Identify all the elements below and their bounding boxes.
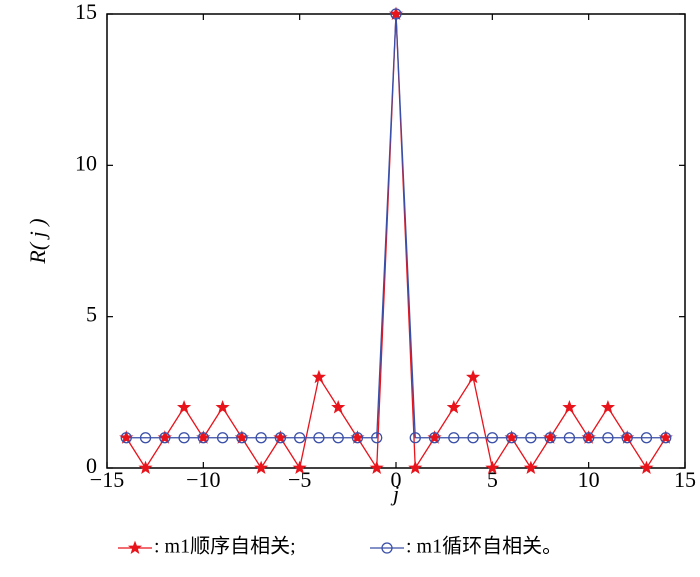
data-point bbox=[486, 432, 498, 444]
data-point bbox=[485, 460, 500, 475]
data-point bbox=[292, 460, 307, 475]
legend-label: : m1顺序自相关; bbox=[154, 535, 296, 558]
data-point bbox=[371, 432, 383, 444]
legend-marker bbox=[381, 542, 393, 554]
data-point bbox=[216, 432, 229, 444]
y-tick-label: 10 bbox=[75, 150, 97, 175]
data-point bbox=[544, 432, 556, 444]
x-tick-label: −10 bbox=[186, 467, 220, 492]
data-point bbox=[600, 400, 615, 414]
data-point bbox=[602, 432, 614, 444]
data-point bbox=[311, 369, 326, 384]
data-point bbox=[197, 432, 209, 444]
data-point bbox=[467, 432, 479, 444]
data-point bbox=[274, 432, 287, 444]
x-tick-label: 15 bbox=[674, 467, 696, 492]
data-point bbox=[448, 432, 460, 444]
data-point bbox=[236, 432, 248, 444]
y-tick-label: 15 bbox=[75, 0, 97, 24]
data-point bbox=[523, 460, 538, 475]
data-point bbox=[332, 432, 344, 444]
series-line bbox=[125, 13, 667, 471]
data-point bbox=[331, 400, 346, 414]
data-point bbox=[640, 432, 653, 444]
data-point bbox=[525, 432, 537, 444]
legend-marker bbox=[127, 540, 143, 555]
data-point bbox=[660, 432, 672, 444]
data-point bbox=[621, 432, 633, 444]
x-tick-label: −15 bbox=[90, 467, 124, 492]
y-tick-label: 0 bbox=[86, 453, 97, 478]
y-axis-label: R( j ) bbox=[25, 218, 50, 264]
data-point bbox=[583, 432, 595, 444]
x-tick-label: 10 bbox=[578, 467, 600, 492]
data-point bbox=[294, 432, 306, 444]
series-line bbox=[126, 13, 666, 439]
data-point bbox=[562, 400, 577, 414]
data-point bbox=[351, 432, 364, 444]
data-point bbox=[409, 432, 421, 444]
y-tick-label: 5 bbox=[86, 302, 97, 327]
data-point bbox=[254, 460, 269, 475]
x-tick-label: −5 bbox=[288, 467, 311, 492]
data-point bbox=[466, 369, 481, 384]
data-point bbox=[505, 432, 518, 444]
data-point bbox=[215, 400, 230, 414]
data-point bbox=[139, 432, 152, 444]
data-point bbox=[178, 432, 190, 444]
data-point bbox=[313, 432, 325, 444]
x-axis-label: j bbox=[390, 481, 399, 506]
data-point bbox=[120, 432, 132, 444]
x-tick-label: 5 bbox=[487, 467, 498, 492]
x-tick-label: 0 bbox=[391, 467, 402, 492]
data-point bbox=[255, 432, 267, 444]
data-point bbox=[177, 400, 192, 414]
data-point bbox=[446, 400, 461, 414]
plot-frame bbox=[106, 13, 686, 469]
data-point bbox=[390, 8, 402, 20]
legend-label: : m1循环自相关。 bbox=[406, 535, 562, 558]
data-point bbox=[159, 432, 171, 444]
data-point bbox=[639, 460, 654, 475]
data-point bbox=[408, 460, 423, 475]
data-point bbox=[369, 460, 384, 475]
data-point bbox=[428, 432, 441, 444]
data-point bbox=[138, 460, 153, 475]
data-point bbox=[563, 432, 576, 444]
